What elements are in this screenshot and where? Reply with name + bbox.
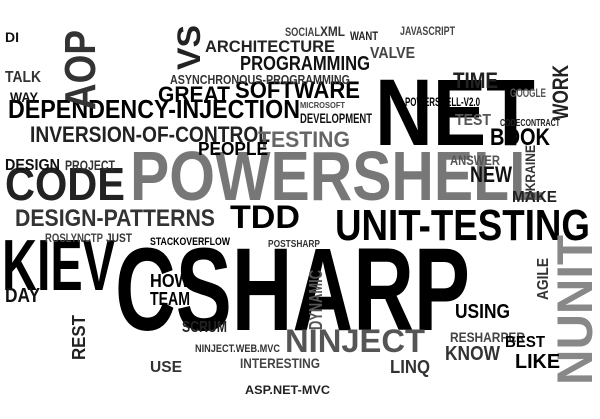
word: AGILE bbox=[535, 258, 552, 300]
word: TEST bbox=[455, 112, 491, 129]
word: VS bbox=[171, 25, 207, 70]
word: POSTSHARP bbox=[268, 239, 320, 250]
word: POWERSHELL bbox=[130, 137, 545, 215]
word: BOOK bbox=[490, 124, 551, 151]
word: TDD bbox=[230, 199, 300, 235]
word: DYNAMIC bbox=[306, 270, 326, 330]
word: SOCIAL bbox=[285, 25, 320, 39]
word: ASYNCHRONOUS-PROGRAMMING bbox=[170, 72, 350, 87]
word: GOOGLE bbox=[510, 86, 546, 100]
word: POWERSHELL-V2.0 bbox=[405, 95, 480, 109]
word: TEAM bbox=[150, 289, 190, 309]
word: NINJECT.WEB.MVC bbox=[195, 343, 280, 355]
word: KNOW bbox=[445, 343, 500, 365]
word: WAY bbox=[10, 89, 39, 105]
word: SCRUM bbox=[182, 319, 227, 336]
word: NINJECT bbox=[285, 323, 425, 359]
word: DEVELOPMENT bbox=[300, 110, 372, 126]
word: CSHARP bbox=[115, 224, 470, 356]
word: JAVASCRIPT bbox=[400, 24, 455, 38]
word: LIKE bbox=[515, 351, 560, 373]
word: CODECONTRACT bbox=[500, 118, 560, 129]
word: ANSWER bbox=[450, 152, 500, 168]
word: MAKE bbox=[512, 189, 557, 206]
word: JUST bbox=[106, 231, 133, 245]
word: TESTING bbox=[258, 127, 350, 152]
word: DESIGN bbox=[5, 157, 60, 174]
word: VALVE bbox=[370, 45, 415, 62]
word: NUNIT bbox=[547, 235, 600, 385]
word: TIME bbox=[453, 68, 498, 93]
word: HOW bbox=[150, 271, 190, 291]
word: NEW bbox=[470, 162, 512, 187]
word: USE bbox=[150, 359, 182, 376]
word: LINQ bbox=[390, 357, 430, 377]
word: DI bbox=[5, 29, 19, 45]
word: PROJECT bbox=[65, 157, 115, 173]
word: CODE bbox=[5, 158, 125, 210]
word: UKRAINE bbox=[522, 145, 538, 200]
word: INVERSION-OF-CONTROL bbox=[30, 122, 270, 147]
word: SOFTWARE bbox=[235, 77, 360, 104]
word: PROGRAMMING bbox=[240, 53, 370, 75]
word: ARCHITECTURE bbox=[205, 37, 335, 56]
word: XML bbox=[320, 23, 345, 39]
word: KIEV bbox=[2, 226, 115, 306]
word: WANT bbox=[350, 29, 379, 43]
word: DEPENDENCY-INJECTION bbox=[8, 94, 300, 124]
word: MICROSOFT bbox=[300, 101, 345, 110]
word: ROSLYNCTP bbox=[45, 231, 103, 245]
word: UNIT-TESTING bbox=[335, 201, 590, 250]
word: NET bbox=[375, 60, 535, 166]
word: STACKOVERFLOW bbox=[150, 236, 230, 248]
word: BEST bbox=[505, 334, 545, 351]
word: PEOPLE bbox=[198, 139, 268, 159]
word: DESIGN-PATTERNS bbox=[15, 205, 215, 232]
word: GREAT bbox=[158, 82, 231, 107]
word: AOP bbox=[56, 30, 105, 110]
word: INTERESTING bbox=[240, 355, 320, 371]
word: RESHARPER bbox=[450, 329, 525, 345]
word: TALK bbox=[5, 69, 41, 86]
word: REST bbox=[69, 315, 89, 360]
word: DAY bbox=[5, 285, 41, 307]
word: ASP.NET-MVC bbox=[245, 383, 330, 397]
word: USING bbox=[455, 301, 510, 323]
word: WORK bbox=[548, 65, 573, 120]
